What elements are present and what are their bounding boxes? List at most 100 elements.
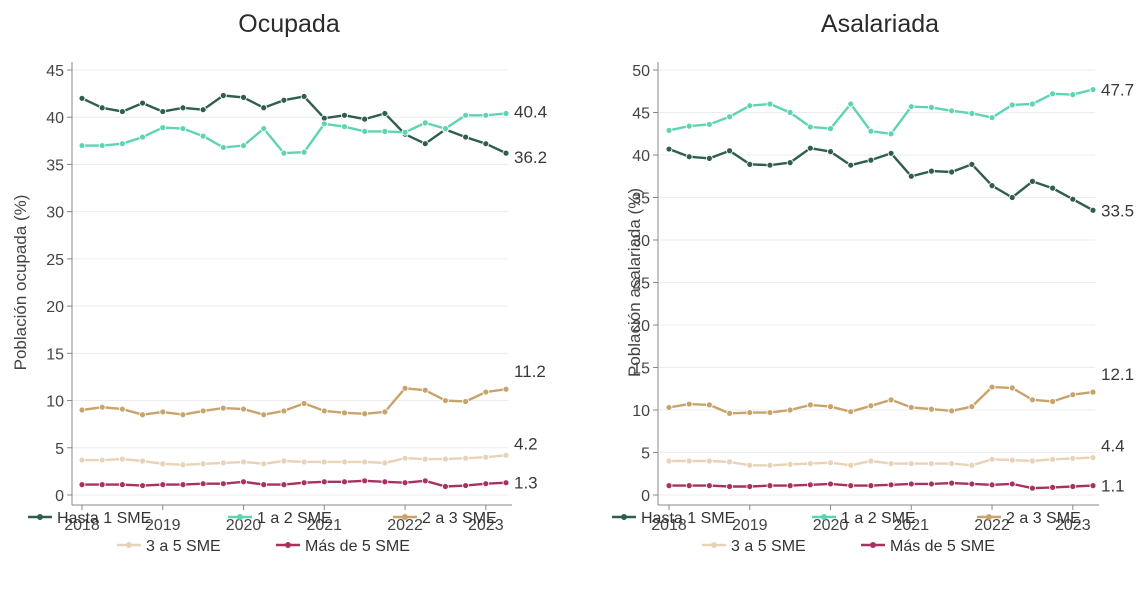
data-point bbox=[482, 111, 490, 119]
legend-swatch-marker bbox=[986, 514, 992, 520]
series-line bbox=[668, 385, 1094, 415]
data-point bbox=[887, 130, 895, 138]
data-point bbox=[78, 481, 86, 489]
legend: Hasta 1 SME 1 a 2 SME 2 a 3 SME 3 a 5 SME Má… bbox=[28, 510, 497, 555]
legend-label: Más de 5 SME bbox=[890, 538, 995, 555]
chart-panel-2: Asalariada 0 5 10 15 20 25 30 35 40 45 50 2018 2019 20… bbox=[612, 10, 1134, 555]
y-tick-label: 5 bbox=[55, 441, 64, 458]
data-point bbox=[1029, 457, 1036, 465]
data-point bbox=[179, 104, 187, 112]
data-point bbox=[219, 480, 227, 488]
data-point bbox=[867, 457, 875, 465]
data-point bbox=[968, 160, 976, 168]
series-line bbox=[81, 387, 507, 416]
data-point bbox=[928, 104, 935, 111]
data-point bbox=[482, 140, 490, 148]
y-tick-label: 35 bbox=[46, 157, 64, 174]
data-point bbox=[300, 148, 308, 156]
legend-label: Hasta 1 SME bbox=[57, 510, 151, 527]
data-point bbox=[746, 409, 754, 416]
data-point bbox=[766, 100, 774, 108]
data-point bbox=[746, 483, 754, 490]
data-point bbox=[361, 115, 369, 123]
data-point bbox=[928, 480, 935, 488]
series-line bbox=[668, 88, 1094, 136]
data-point bbox=[341, 111, 348, 119]
data-point bbox=[462, 111, 470, 119]
legend-item: Hasta 1 SME bbox=[612, 510, 735, 527]
data-point bbox=[928, 460, 935, 467]
chart-title: Asalariada bbox=[821, 10, 939, 38]
y-tick-label: 5 bbox=[641, 446, 650, 463]
data-point bbox=[179, 125, 187, 132]
data-point bbox=[159, 108, 167, 115]
legend-label: 3 a 5 SME bbox=[731, 538, 806, 555]
data-point bbox=[1049, 455, 1057, 463]
data-point bbox=[502, 385, 510, 393]
data-point bbox=[705, 457, 713, 465]
data-point bbox=[320, 478, 328, 486]
data-point bbox=[827, 459, 834, 467]
data-point bbox=[988, 383, 996, 391]
legend-label: 2 a 3 SME bbox=[1006, 510, 1081, 527]
data-point bbox=[482, 388, 490, 396]
data-point bbox=[421, 386, 429, 394]
legend-item: 2 a 3 SME bbox=[393, 510, 497, 527]
data-point bbox=[280, 457, 288, 465]
data-point bbox=[968, 461, 976, 469]
y-tick-label: 10 bbox=[46, 394, 64, 411]
chart-panel-1: Ocupada 0 5 10 15 20 25 30 35 40 45 2018 2019 2020 202… bbox=[11, 10, 547, 555]
y-tick-label: 35 bbox=[632, 191, 650, 208]
data-point bbox=[320, 120, 328, 128]
data-point bbox=[502, 110, 510, 117]
legend-label: 1 a 2 SME bbox=[841, 510, 916, 527]
data-point bbox=[139, 482, 146, 489]
data-point bbox=[118, 405, 126, 413]
data-point bbox=[746, 102, 754, 110]
data-point bbox=[685, 153, 693, 161]
data-point bbox=[118, 455, 126, 463]
x-tick-label: 2022 bbox=[387, 517, 423, 534]
data-point bbox=[665, 404, 673, 411]
data-point bbox=[705, 482, 713, 490]
data-point bbox=[179, 461, 187, 469]
data-point bbox=[300, 479, 308, 487]
data-point bbox=[988, 455, 996, 463]
data-point bbox=[341, 409, 348, 417]
data-point bbox=[806, 481, 814, 489]
data-point bbox=[766, 482, 774, 490]
data-point bbox=[118, 108, 126, 115]
y-tick-label: 40 bbox=[46, 110, 64, 127]
data-point bbox=[381, 110, 389, 117]
data-point bbox=[421, 119, 429, 127]
data-point bbox=[1049, 184, 1057, 192]
end-value-label: 40.4 bbox=[514, 102, 547, 121]
data-point bbox=[240, 405, 247, 413]
data-point bbox=[139, 133, 146, 141]
data-point bbox=[847, 482, 855, 490]
x-tick-label: 2021 bbox=[306, 517, 342, 534]
data-point bbox=[260, 104, 268, 112]
data-point bbox=[219, 144, 227, 151]
data-point bbox=[665, 145, 673, 153]
data-point bbox=[1089, 482, 1097, 490]
end-value-label: 11.2 bbox=[514, 362, 546, 381]
data-point bbox=[240, 93, 247, 101]
data-point bbox=[948, 460, 956, 467]
data-point bbox=[280, 96, 288, 104]
data-point bbox=[240, 458, 247, 466]
data-point bbox=[1029, 177, 1036, 185]
legend-label: Más de 5 SME bbox=[305, 538, 410, 555]
data-point bbox=[199, 460, 207, 468]
data-point bbox=[260, 460, 268, 468]
data-point bbox=[401, 384, 409, 392]
legend: Hasta 1 SME 1 a 2 SME 2 a 3 SME 3 a 5 SME Má… bbox=[612, 510, 1081, 555]
legend-item: Más de 5 SME bbox=[861, 538, 995, 555]
data-point bbox=[847, 461, 855, 469]
data-point bbox=[260, 411, 268, 419]
data-point bbox=[887, 396, 895, 404]
y-tick-label: 0 bbox=[641, 488, 650, 505]
data-point bbox=[219, 459, 227, 467]
x-tick-label: 2020 bbox=[813, 517, 849, 534]
